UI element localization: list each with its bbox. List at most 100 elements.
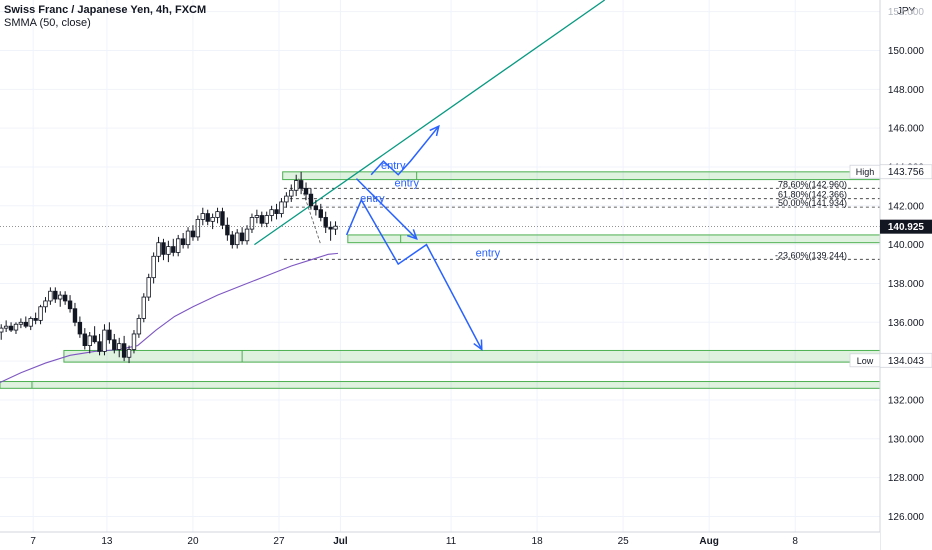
time-tick-label: 7 [30, 536, 36, 547]
candle-body [176, 238, 181, 253]
indicator-label[interactable]: SMMA (50, close) [4, 17, 91, 29]
candle-body [87, 335, 92, 347]
candle-body [249, 217, 255, 230]
candle-body [318, 209, 323, 218]
candle-body [200, 213, 205, 220]
candle-body [107, 329, 112, 341]
candle-body [294, 180, 299, 191]
time-tick-label: Jul [333, 536, 348, 547]
candle-body [230, 234, 235, 246]
low-price-label: 134.043 [888, 356, 925, 367]
price-tick-label: 150.000 [888, 46, 925, 57]
candle-body [131, 333, 137, 350]
candle-body [210, 217, 215, 222]
candle-body [8, 325, 14, 331]
candle-body [190, 230, 196, 238]
candle-body [308, 193, 314, 207]
candle-body [146, 277, 151, 298]
candle-body [117, 343, 122, 350]
fib-label: -23.60%(139.244) [775, 250, 847, 260]
low-tag: Low [857, 356, 874, 366]
price-axis-bg [880, 0, 932, 550]
candle-body [48, 290, 53, 302]
entry-label: entry [381, 160, 406, 172]
candle-body [13, 323, 19, 331]
candle-body [195, 219, 201, 238]
candle-body [58, 294, 63, 300]
candle-body [151, 255, 156, 279]
currency-label: JPY [897, 6, 916, 17]
grid [0, 0, 880, 532]
symbol-title: Swiss Franc / Japanese Yen, 4h, FXCM [4, 4, 207, 16]
time-tick-label: Aug [699, 536, 718, 547]
price-tick-label: 142.000 [888, 201, 925, 212]
time-tick-label: 25 [618, 536, 630, 547]
entry-label: entry [360, 193, 385, 205]
candle-body [97, 341, 102, 352]
zone-3 [0, 381, 881, 389]
projection-path-0 [370, 125, 440, 176]
candle-body [220, 211, 225, 226]
arrow-head-2 [473, 339, 483, 352]
time-tick-label: 27 [273, 536, 285, 547]
candle-body [126, 349, 132, 358]
time-tick-label: 18 [532, 536, 544, 547]
candle-body [171, 246, 176, 253]
candle-body [156, 242, 161, 257]
candle-body [269, 209, 274, 216]
candle-body [43, 300, 48, 308]
projection-paths: entry entry entry entry [345, 124, 501, 352]
candle-body [284, 195, 289, 203]
candle-body [180, 238, 186, 246]
candle-body [185, 230, 191, 246]
candle-body [274, 209, 279, 214]
entry-label: entry [395, 177, 420, 189]
time-axis-bg [0, 532, 880, 550]
candle-body [121, 343, 127, 358]
candle-body [161, 242, 166, 255]
price-tick-label: 136.000 [888, 318, 925, 329]
candle-body [254, 215, 260, 218]
trendline-group [254, 0, 606, 246]
candle-body [313, 205, 319, 211]
candle-body [225, 224, 230, 236]
candle-body [323, 217, 328, 228]
price-tick-label: 128.000 [888, 473, 925, 484]
candle-body [244, 228, 250, 242]
smma-group [0, 252, 339, 383]
fibonacci-levels: 78.60%(142.960)61.80%(142.366)50.00%(141… [283, 179, 880, 260]
fib-label: 78.60%(142.960) [778, 179, 847, 189]
projection-path-1 [355, 178, 418, 240]
candle-body [235, 232, 240, 246]
candle-body [289, 189, 294, 197]
price-tick-label: 148.000 [888, 85, 925, 96]
price-tick-label: 140.000 [888, 240, 925, 251]
candle-body [141, 296, 146, 319]
arrow-head-0 [429, 124, 440, 137]
candle-body [72, 308, 78, 323]
candle-body [328, 226, 333, 230]
projection-path-2 [345, 198, 483, 350]
price-tick-label: 138.000 [888, 279, 925, 290]
candle-body [298, 180, 304, 189]
candle-body [38, 306, 43, 321]
candle-body [215, 211, 220, 218]
high-tag: High [856, 167, 875, 177]
retrace-line [298, 178, 322, 245]
current-price-badge [880, 219, 932, 234]
candle-body [0, 327, 4, 333]
arrow-head-1 [406, 229, 418, 241]
candle-body [82, 333, 88, 347]
candle-body [264, 215, 269, 224]
candle-body [303, 187, 309, 195]
time-tick-label: 11 [446, 536, 457, 547]
candle-body [112, 339, 117, 350]
zone-1 [347, 234, 881, 244]
time-tick-label: 13 [101, 536, 113, 547]
candle-body [28, 318, 33, 327]
candle-body [239, 232, 245, 242]
price-tick-label: 146.000 [888, 124, 925, 135]
